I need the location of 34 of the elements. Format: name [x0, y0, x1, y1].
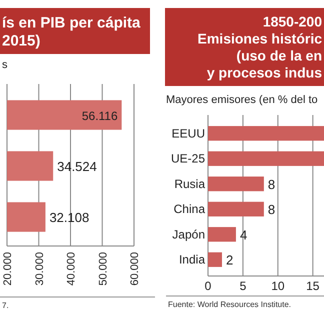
x-tick-label: 40.000	[66, 252, 78, 286]
y-tick-label: UE-25	[170, 152, 206, 166]
data-label: 2	[226, 252, 234, 268]
x-tick-label: 0	[204, 279, 212, 293]
chart-subtitle: s	[2, 59, 8, 71]
y-tick-label: China	[174, 202, 206, 216]
bar	[208, 176, 264, 192]
data-label: 34.524	[57, 159, 97, 174]
source-note: Fuente: World Resources Institute.	[168, 300, 292, 309]
x-tick-label: 5	[240, 279, 247, 293]
bar	[208, 151, 324, 166]
y-tick-label: EEUU	[172, 126, 205, 140]
x-tick-label: 60.000	[129, 252, 141, 286]
bar	[208, 202, 264, 216]
x-tick-label: 50.000	[97, 252, 110, 286]
y-tick-label: India	[178, 252, 206, 267]
data-label: 8	[268, 202, 276, 218]
y-tick-label: Rusia	[174, 176, 206, 191]
bar	[208, 227, 236, 242]
x-tick-label: 10	[271, 279, 285, 293]
chart-title: 1850-200 Emisiones históric (uso de la en y procesos indus	[198, 14, 322, 81]
data-label: 32.108	[49, 210, 90, 226]
data-label: 4	[240, 227, 248, 242]
data-label: 56.116	[82, 108, 118, 123]
x-tick-label: 15	[306, 279, 320, 293]
y-tick-label: Japón	[172, 227, 205, 242]
data-label: 8	[268, 176, 276, 192]
text: 7.	[2, 301, 9, 310]
chart-subtitle: Mayores emisores (en % del to	[166, 94, 318, 106]
bar	[208, 252, 222, 267]
chart-title: ís en PIB per cápita 2015)	[2, 14, 142, 50]
x-tick-label: 30.000	[34, 252, 46, 286]
x-tick-label: 20.000	[2, 252, 14, 286]
bar	[208, 126, 324, 141]
